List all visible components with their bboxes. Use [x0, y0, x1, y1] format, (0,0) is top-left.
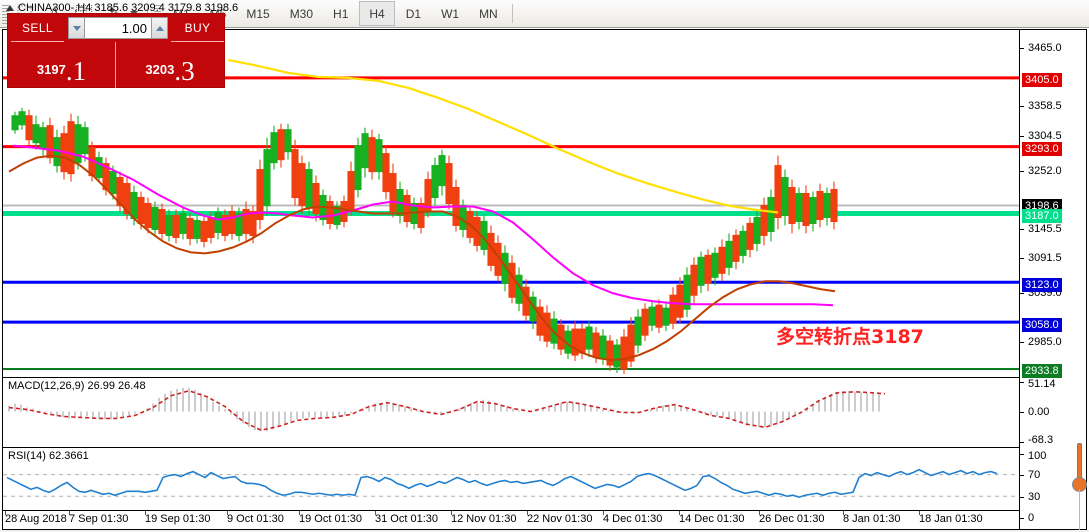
time-label: 31 Oct 01:30: [375, 513, 438, 525]
bid-price-int: 3197: [36, 62, 66, 77]
timeframe-mn[interactable]: MN: [479, 6, 498, 21]
ask-price-int: 3203: [145, 62, 175, 77]
price-badge-2933: 2933.8: [1022, 364, 1062, 378]
time-axis: 28 Aug 2018 7 Sep 01:30 19 Sep 01:30 9 O…: [3, 511, 1019, 529]
symbol-ohlc-text: CHINA300-,H4 3185.6 3209.4 3179.8 3198.6: [18, 2, 239, 14]
time-label: 4 Dec 01:30: [603, 513, 663, 525]
time-label: 12 Nov 01:30: [451, 513, 517, 525]
timeframe-h1[interactable]: H1: [333, 6, 349, 21]
price-badge-3187: 3187.0: [1022, 209, 1062, 223]
macd-tick: 0.00: [1028, 406, 1050, 418]
ma-brown: [8, 154, 836, 362]
scrollbar-line: [1079, 489, 1080, 531]
price-chart-svg: [3, 58, 1019, 375]
price-badge-3293: 3293.0: [1022, 142, 1062, 156]
rsi-pane[interactable]: RSI(14) 62.3661: [3, 448, 1019, 511]
time-label: 19 Sep 01:30: [145, 513, 211, 525]
volume-decrease-icon[interactable]: [68, 17, 85, 39]
vertical-scrollbar[interactable]: [1072, 443, 1087, 531]
price-tick: 3252.0: [1028, 165, 1062, 177]
rsi-caption: RSI(14) 62.3661: [8, 450, 89, 462]
price-tick: 2985.0: [1028, 336, 1062, 348]
price-badge-3123: 3123.0: [1022, 278, 1062, 292]
bid-price[interactable]: 3197 .1: [8, 42, 116, 88]
macd-pane[interactable]: MACD(12,26,9) 26.99 26.48: [3, 378, 1019, 448]
price-badge-3058: 3058.0: [1022, 318, 1062, 332]
ask-price[interactable]: 3203 .3: [116, 42, 224, 88]
time-label: 7 Sep 01:30: [69, 513, 129, 525]
price-tick: 3465.0: [1028, 42, 1062, 54]
price-tick: 3145.5: [1028, 223, 1062, 235]
one-click-controls: SELL 1.00 BUY: [8, 14, 224, 42]
status-bar: [0, 530, 1089, 532]
price-tick-minor: 3091.5: [1028, 252, 1062, 264]
volume-increase-icon[interactable]: [151, 17, 168, 39]
time-label: 26 Dec 01:30: [759, 513, 825, 525]
rsi-tick: 70: [1028, 469, 1041, 481]
price-chart-pane[interactable]: 多空转折点3187: [3, 30, 1019, 378]
timeframe-m30[interactable]: M30: [289, 6, 314, 21]
price-badge-3405: 3405.0: [1022, 73, 1062, 87]
price-tick-minor: 3304.5: [1028, 130, 1062, 142]
collapse-triangle-icon[interactable]: [6, 5, 14, 11]
chart-annotation: 多空转折点3187: [776, 326, 924, 348]
rsi-line: [6, 468, 998, 499]
time-label: 8 Jan 01:30: [843, 513, 901, 525]
time-label: 18 Jan 01:30: [919, 513, 983, 525]
timeframe-d1[interactable]: D1: [405, 6, 422, 21]
timeframe-h4[interactable]: H4: [359, 1, 395, 26]
rsi-tick: 0: [1028, 512, 1035, 524]
chart-frame: 多空转折点3187: [2, 29, 1087, 530]
ma-yellow: [227, 58, 779, 214]
price-axis[interactable]: 3465.0 3358.5 3304.5 3252.0 3145.5 3091.…: [1019, 30, 1086, 529]
volume-stepper[interactable]: 1.00: [68, 17, 168, 39]
time-label: 14 Dec 01:30: [679, 513, 745, 525]
timeframe-w1[interactable]: W1: [441, 6, 460, 21]
macd-signal-line: [8, 389, 886, 432]
time-label: 28 Aug 2018: [5, 513, 67, 525]
macd-tick: 51.14: [1028, 378, 1056, 390]
symbol-header: CHINA300-,H4 3185.6 3209.4 3179.8 3198.6: [6, 2, 238, 14]
time-label: 22 Nov 01:30: [527, 513, 593, 525]
volume-input[interactable]: 1.00: [85, 17, 151, 39]
ma-magenta: [12, 144, 834, 307]
ask-price-frac: .3: [174, 56, 195, 86]
timeframe-m15[interactable]: M15: [246, 6, 270, 21]
rsi-svg: [3, 468, 1019, 499]
one-click-trading-panel[interactable]: SELL 1.00 BUY 3197 .1 3203 .3: [7, 13, 225, 88]
time-label: 19 Oct 01:30: [299, 513, 362, 525]
buy-button[interactable]: BUY: [171, 15, 224, 42]
one-click-quotes: 3197 .1 3203 .3: [8, 42, 224, 88]
macd-svg: [8, 387, 886, 432]
time-label: 9 Oct 01:30: [227, 513, 284, 525]
rsi-tick: 100: [1028, 450, 1047, 462]
toolbar-divider-2: [511, 4, 513, 23]
bid-price-frac: .1: [65, 56, 87, 86]
sell-button[interactable]: SELL: [11, 15, 64, 42]
macd-tick: -68.3: [1028, 434, 1054, 446]
rsi-tick: 30: [1028, 491, 1041, 503]
toolbar-grip[interactable]: [2, 3, 9, 24]
macd-caption: MACD(12,26,9) 26.99 26.48: [8, 380, 146, 392]
price-tick: 3358.5: [1028, 100, 1062, 112]
